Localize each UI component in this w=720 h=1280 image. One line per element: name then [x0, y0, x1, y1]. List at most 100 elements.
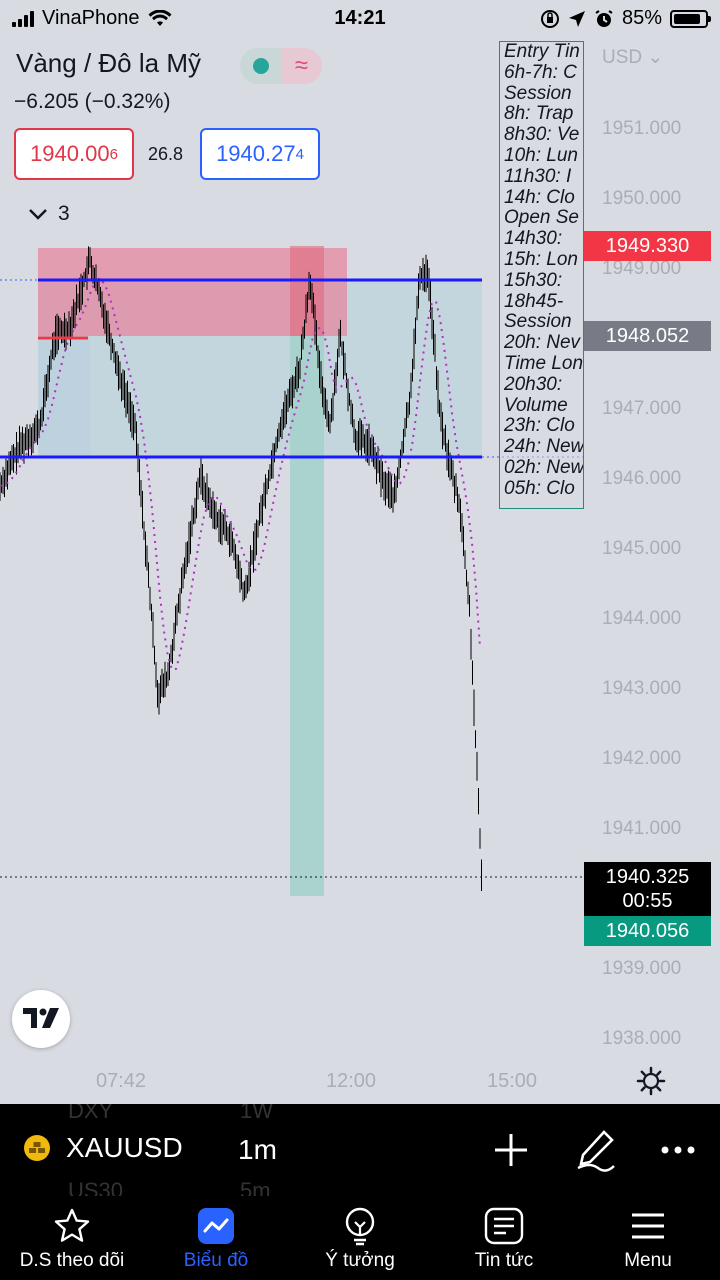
info-line: Entry Tin	[504, 41, 580, 62]
price-tag-high: 1949.330	[584, 231, 711, 261]
battery-icon	[670, 9, 711, 28]
symbol-header[interactable]: Vàng / Đô la Mỹ	[16, 48, 201, 79]
indicator-count: 3	[58, 202, 70, 225]
tradingview-logo-button[interactable]	[12, 990, 70, 1048]
symbol-picker[interactable]: XAUUSD	[22, 1132, 183, 1164]
star-icon	[53, 1206, 91, 1246]
nav-label: Ý tưởng	[325, 1250, 395, 1271]
currency-selector[interactable]: USD ⌄	[602, 46, 663, 69]
info-line: 14h30:	[504, 228, 563, 250]
info-line: Session	[504, 311, 572, 333]
nav-ideas[interactable]: Ý tưởng	[288, 1196, 432, 1280]
price-tick: 1949.000	[602, 258, 682, 279]
price-chart[interactable]	[0, 36, 720, 1104]
price-tick: 1941.000	[602, 818, 682, 839]
nav-news[interactable]: Tin tức	[432, 1196, 576, 1280]
nav-chart[interactable]: Biểu đồ	[144, 1196, 288, 1280]
sell-button[interactable]: 1940.00 6	[14, 128, 134, 180]
status-time: 14:21	[334, 7, 386, 29]
ghost-symbol-prev: DXY	[68, 1104, 114, 1123]
nav-label: Biểu đồ	[183, 1250, 249, 1271]
status-right: 85%	[540, 7, 711, 30]
bid-price: 1940.00	[30, 141, 110, 166]
info-line: 14h: Clo	[504, 186, 575, 208]
wifi-icon	[148, 9, 171, 26]
menu-icon	[630, 1206, 666, 1246]
delayed-data-icon: ≈	[281, 48, 322, 84]
carrier-group: VinaPhone	[12, 7, 172, 30]
tradingview-logo-icon	[23, 1008, 59, 1028]
moving-average-line	[0, 278, 481, 671]
chart-toolbar: DXY 1W US30 5m XAUUSD 1m	[0, 1104, 720, 1196]
info-line: 8h30: Ve	[504, 124, 580, 146]
info-line: Session	[504, 82, 572, 104]
battery-fill	[674, 13, 700, 24]
ask-price: 1940.27	[216, 141, 296, 166]
info-line: 8h: Trap	[504, 103, 574, 125]
orientation-lock-icon	[540, 9, 559, 28]
lightbulb-icon	[341, 1206, 379, 1246]
currency-label: USD	[602, 47, 643, 68]
info-line: Time Lon	[504, 352, 584, 374]
market-open-dot	[240, 48, 281, 84]
info-line: 24h: New	[504, 436, 584, 458]
entry-zone[interactable]	[38, 336, 90, 457]
more-options-icon[interactable]	[660, 1128, 696, 1172]
chevron-down-icon: ⌄	[642, 47, 664, 68]
chevron-down-icon	[29, 209, 47, 220]
bar-countdown: 00:55	[622, 890, 673, 912]
time-label: 15:00	[487, 1070, 538, 1092]
info-line: 05h: Clo	[504, 477, 575, 499]
price-tick: 1939.000	[602, 958, 682, 979]
info-line: 20h30:	[504, 373, 563, 395]
nav-label: D.S theo dõi	[19, 1250, 125, 1271]
nav-label: Menu	[624, 1250, 672, 1271]
price-tick: 1943.000	[602, 678, 682, 699]
price-tag-bid: 1940.056	[584, 916, 711, 946]
price-tag-level: 1948.052	[584, 321, 711, 351]
price-tick: 1944.000	[602, 608, 682, 629]
chart-area[interactable]: Vàng / Đô la Mỹ ≈ −6.205 (−0.32%) 1940.0…	[0, 36, 720, 1104]
bottom-navigation: D.S theo dõi Biểu đồ Ý tưởng Tin tức Men…	[0, 1196, 720, 1280]
buy-button[interactable]: 1940.27 4	[200, 128, 320, 180]
price-tick: 1942.000	[602, 748, 682, 769]
buy-zone[interactable]	[290, 336, 324, 896]
symbol-label: XAUUSD	[66, 1132, 183, 1163]
info-line: 10h: Lun	[504, 144, 578, 166]
session-info-panel: Entry Tin 6h-7h: C Session 8h: Trap 8h30: Ve…	[499, 41, 584, 509]
chart-icon	[197, 1206, 235, 1246]
interval-picker[interactable]: 1m	[238, 1134, 277, 1165]
news-icon	[484, 1206, 524, 1246]
price-tick: 1951.000	[602, 118, 682, 139]
market-status-pill[interactable]: ≈	[240, 48, 322, 84]
nav-menu[interactable]: Menu	[576, 1196, 720, 1280]
info-line: 15h30:	[504, 269, 563, 291]
info-line: 15h: Lon	[504, 248, 578, 270]
info-line: 6h-7h: C	[504, 61, 577, 83]
plus-icon[interactable]	[494, 1128, 528, 1172]
settings-gear-icon[interactable]	[636, 1066, 666, 1096]
spread-value: 26.8	[148, 144, 184, 164]
location-icon	[568, 10, 585, 27]
price-tag-current: 1940.325 00:55	[584, 862, 711, 916]
info-line: 18h45-	[504, 290, 564, 312]
sell-zone-highlight[interactable]	[290, 246, 324, 336]
nav-watchlist[interactable]: D.S theo dõi	[0, 1196, 144, 1280]
ghost-interval-next: 5m	[240, 1178, 271, 1196]
ghost-symbol-next: US30	[68, 1178, 124, 1196]
status-bar: VinaPhone 14:21 85%	[0, 0, 720, 36]
price-tick: 1950.000	[602, 188, 682, 209]
info-line: Volume	[504, 394, 568, 416]
price-tick: 1945.000	[602, 538, 682, 559]
indicators-toggle[interactable]: 3	[28, 202, 70, 226]
time-label: 12:00	[326, 1070, 377, 1092]
ask-price-sup: 4	[295, 145, 304, 163]
drawing-pen-icon[interactable]	[576, 1128, 616, 1172]
carrier-name: VinaPhone	[42, 7, 140, 29]
info-line: 23h: Clo	[504, 415, 575, 437]
symbol-title[interactable]: Vàng / Đô la Mỹ	[16, 48, 201, 78]
price-change: −6.205 (−0.32%)	[14, 90, 171, 113]
info-line: 02h: New	[504, 456, 584, 478]
nav-label: Tin tức	[474, 1250, 534, 1271]
signal-icon	[12, 10, 34, 27]
